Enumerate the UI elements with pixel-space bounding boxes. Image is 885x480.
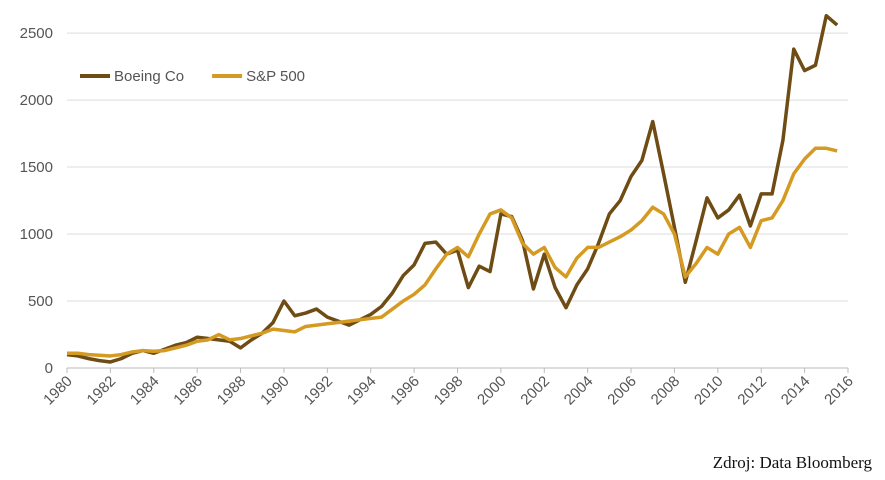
x-tick-label: 2004 (561, 373, 597, 409)
x-tick-label: 2006 (604, 373, 640, 409)
x-tick-label: 1990 (257, 373, 293, 409)
x-tick-label: 1984 (127, 373, 163, 409)
line (67, 146, 838, 358)
y-tick-label: 1500 (20, 159, 53, 176)
x-tick-label: 2000 (474, 373, 510, 409)
y-tick-label: 2000 (20, 92, 53, 109)
x-tick-label: 1980 (40, 373, 76, 409)
x-tick-label: 2012 (734, 373, 770, 409)
y-tick-label: 1000 (20, 226, 53, 243)
source: Zdroj: Data Bloomberg (713, 453, 873, 472)
x-tick-label: 2010 (691, 373, 727, 409)
x-tick-label: 2016 (821, 373, 857, 409)
y-tick-label: 0 (45, 360, 53, 377)
legend-label: Boeing Co (114, 68, 184, 85)
x-tick-label: 1986 (170, 373, 206, 409)
x-tick-label: 1988 (214, 373, 250, 409)
x-tick-label: 1982 (84, 373, 120, 409)
x-tick-label: 2002 (517, 373, 553, 409)
legend-label: S&P 500 (246, 68, 305, 85)
x-tick-label: 1992 (301, 373, 337, 409)
x-tick-label: 1998 (431, 373, 467, 409)
x-tick-label: 2008 (648, 373, 684, 409)
x-tick-label: 2014 (778, 373, 814, 409)
x-tick-label: 1994 (344, 373, 380, 409)
x-tick-label: 1996 (387, 373, 423, 409)
y-tick-label: 500 (28, 293, 53, 310)
y-tick-label: 2500 (20, 25, 53, 42)
